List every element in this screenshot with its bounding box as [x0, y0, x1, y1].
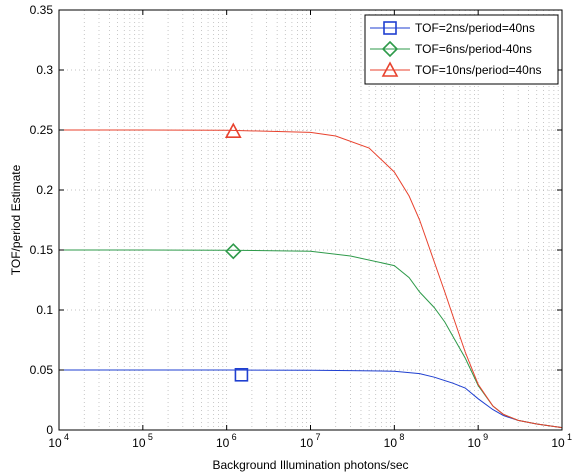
x-tick-exponent: 9: [483, 432, 488, 442]
x-tick-exponent: 1: [567, 432, 572, 442]
x-tick-label: 10: [384, 436, 398, 450]
markers-layer: [224, 122, 249, 382]
y-tick-label: 0: [46, 423, 53, 437]
x-tick-exponent: 6: [232, 432, 237, 442]
x-tick-exponent: 5: [148, 432, 153, 442]
x-tick-label: 10: [216, 436, 230, 450]
y-tick-label: 0.1: [36, 303, 53, 317]
x-tick-label: 10: [300, 436, 314, 450]
y-tick-label: 0.35: [30, 3, 54, 17]
legend-label-1: TOF=2ns/period=40ns: [415, 21, 535, 35]
x-tick-label: 10: [132, 436, 146, 450]
legend-marker-1: [383, 21, 397, 35]
x-tick-label: 10: [48, 436, 62, 450]
series-layer: [59, 129, 563, 429]
y-tick-label: 0.15: [30, 243, 54, 257]
series-marker-1: [234, 367, 249, 382]
y-tick-label: 0.2: [36, 183, 53, 197]
series-line-3: [59, 129, 563, 429]
series-marker-2: [225, 243, 242, 260]
legend-marker-2: [381, 40, 399, 58]
y-axis-label: TOF/period Estimate: [9, 164, 23, 275]
legend-marker-3: [381, 61, 399, 77]
y-tick-label: 0.05: [30, 363, 54, 377]
x-tick-exponent: 7: [316, 432, 321, 442]
legend-label-2: TOF=6ns/period-40ns: [415, 42, 532, 56]
x-tick-exponent: 8: [399, 432, 404, 442]
x-tick-exponent: 4: [64, 432, 69, 442]
series-line-1: [59, 369, 563, 429]
legend: TOF=2ns/period=40ns TOF=6ns/period-40ns TO…: [364, 14, 559, 85]
y-tick-label: 0.25: [30, 123, 54, 137]
legend-label-3: TOF=10ns/period=40ns: [415, 63, 542, 77]
x-tick-label: 10: [467, 436, 481, 450]
y-tick-label: 0.3: [36, 63, 53, 77]
series-marker-3: [224, 122, 242, 138]
x-axis-label: Background Illumination photons/sec: [212, 458, 408, 472]
x-tick-label: 10: [551, 436, 565, 450]
